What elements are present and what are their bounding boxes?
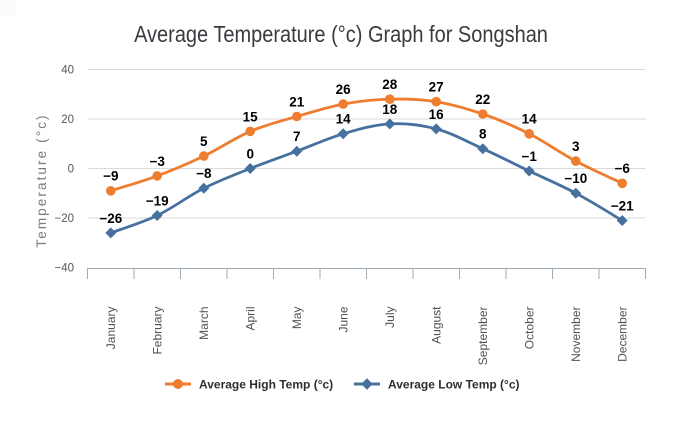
svg-text:April: April [243, 307, 257, 331]
svg-text:26: 26 [336, 82, 352, 97]
svg-text:8: 8 [479, 127, 487, 142]
svg-text:21: 21 [289, 94, 305, 109]
svg-text:15: 15 [243, 109, 259, 124]
svg-text:November: November [569, 307, 583, 362]
svg-text:5: 5 [200, 134, 208, 149]
svg-text:Average High Temp (°c): Average High Temp (°c) [199, 378, 333, 392]
svg-text:−10: −10 [564, 171, 587, 186]
svg-text:20: 20 [61, 114, 74, 126]
svg-text:−26: −26 [99, 211, 122, 226]
svg-text:−9: −9 [103, 169, 118, 184]
svg-text:−1: −1 [521, 149, 537, 164]
svg-text:August: August [429, 306, 443, 344]
svg-text:18: 18 [382, 102, 398, 117]
svg-text:May: May [290, 307, 304, 330]
svg-text:28: 28 [382, 77, 398, 92]
svg-text:14: 14 [336, 112, 352, 127]
svg-text:June: June [336, 306, 350, 332]
svg-text:October: October [522, 306, 536, 349]
svg-text:0: 0 [68, 164, 74, 176]
svg-text:December: December [615, 307, 629, 362]
svg-text:0: 0 [246, 146, 254, 161]
svg-text:3: 3 [572, 139, 580, 154]
svg-text:July: July [383, 307, 397, 328]
svg-text:Average Low Temp (°c): Average Low Temp (°c) [388, 378, 520, 392]
svg-text:Average Temperature (°c) Graph: Average Temperature (°c) Graph for Songs… [134, 20, 548, 47]
svg-text:−40: −40 [54, 263, 74, 275]
svg-text:−3: −3 [149, 154, 165, 169]
svg-text:14: 14 [522, 112, 538, 127]
svg-text:16: 16 [429, 107, 445, 122]
svg-text:7: 7 [293, 129, 301, 144]
svg-text:January: January [104, 307, 118, 350]
svg-text:February: February [150, 307, 164, 355]
svg-text:−20: −20 [54, 213, 74, 225]
svg-text:−6: −6 [614, 161, 630, 176]
svg-text:March: March [197, 307, 211, 340]
svg-text:40: 40 [61, 65, 74, 77]
svg-text:September: September [476, 307, 490, 366]
svg-text:−19: −19 [146, 193, 169, 208]
svg-text:27: 27 [429, 80, 444, 95]
svg-text:−21: −21 [611, 198, 634, 213]
svg-text:22: 22 [475, 92, 490, 107]
svg-text:Temperature (°c): Temperature (°c) [34, 113, 49, 247]
svg-text:−8: −8 [196, 166, 212, 181]
